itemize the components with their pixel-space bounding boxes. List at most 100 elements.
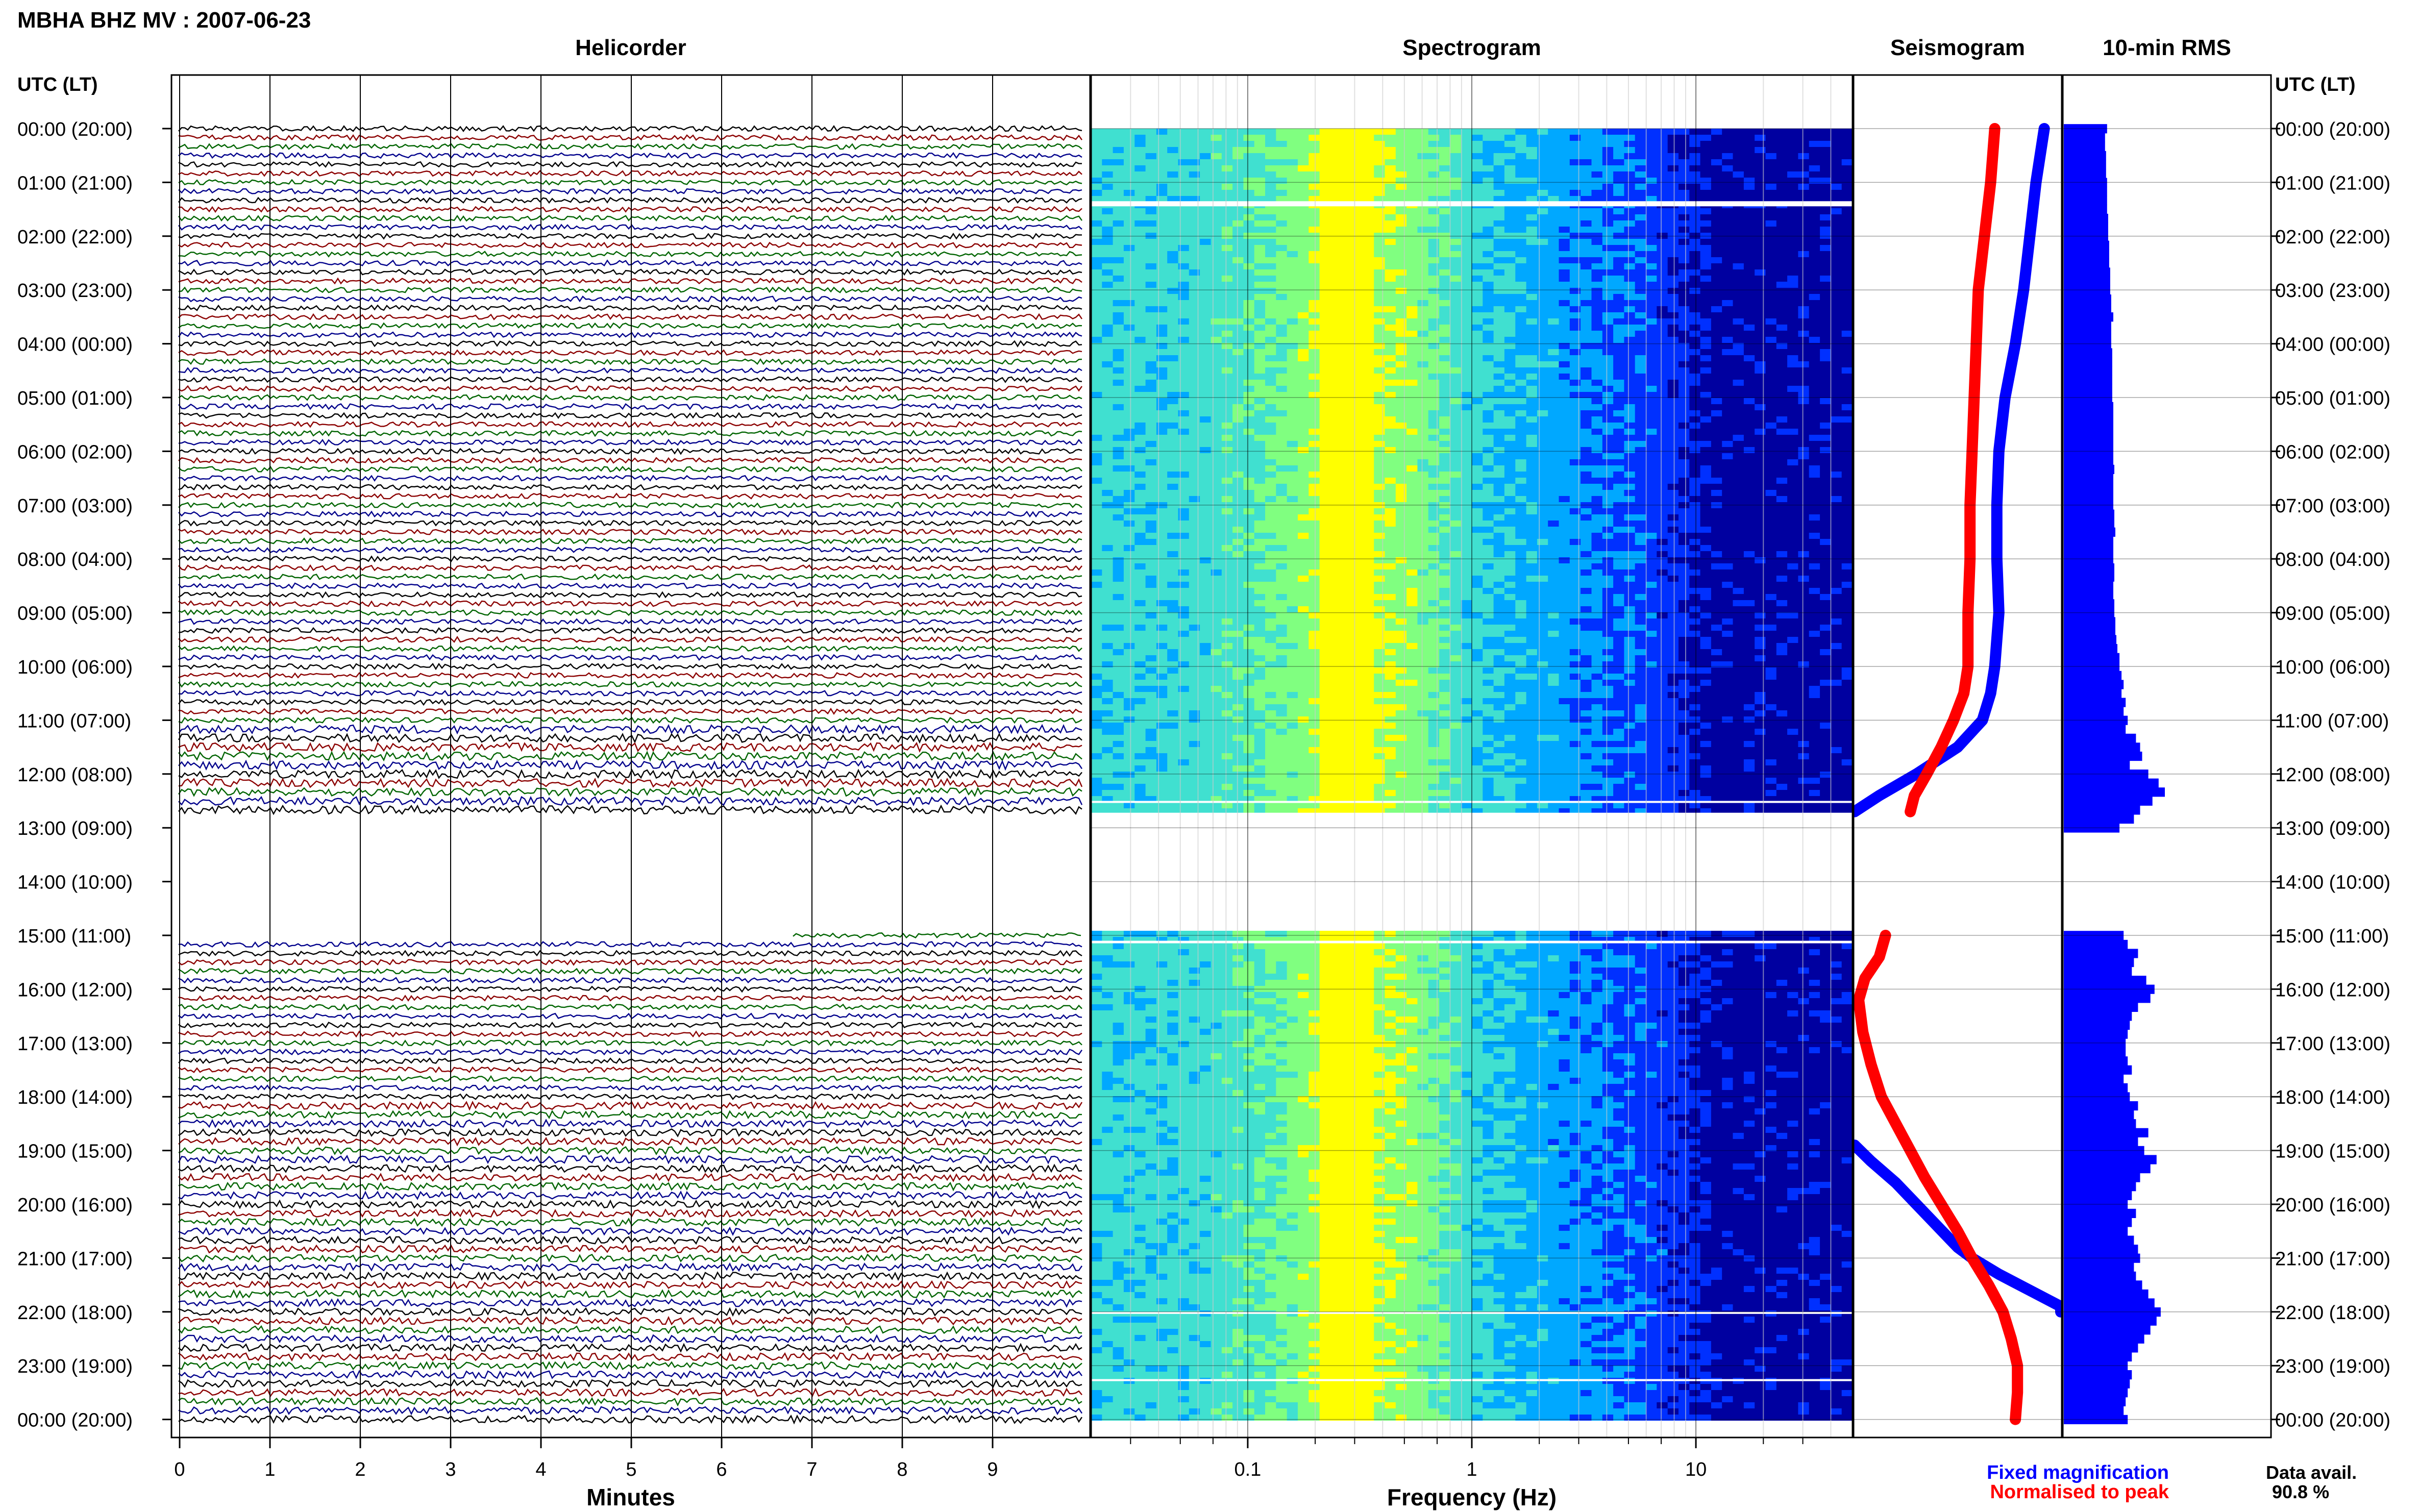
spectrogram-cell — [1200, 361, 1211, 367]
spectrogram-cell — [1733, 551, 1744, 557]
spectrogram-cell — [1526, 447, 1538, 453]
spectrogram-cell — [1646, 171, 1657, 178]
spectrogram-cell — [1385, 288, 1396, 294]
spectrogram-cell — [1243, 453, 1255, 459]
spectrogram-cell — [1798, 141, 1810, 147]
spectrogram-cell — [1221, 478, 1233, 484]
spectrogram-cell — [1450, 276, 1462, 282]
spectrogram-cell — [1667, 380, 1679, 386]
spectrogram-cell — [1309, 349, 1320, 355]
spectrogram-cell — [1309, 171, 1320, 178]
spectrogram-cell — [1091, 527, 1102, 533]
spectrogram-cell — [1646, 520, 1657, 527]
spectrogram-cell — [1309, 165, 1320, 171]
spectrogram-cell — [1657, 325, 1668, 331]
spectrogram-cell — [1385, 539, 1396, 545]
spectrogram-cell — [1646, 214, 1657, 220]
spectrogram-cell — [1243, 263, 1255, 269]
spectrogram-cell — [1743, 300, 1755, 306]
spectrogram-cell — [1145, 465, 1157, 472]
spectrogram-cell — [1341, 300, 1353, 306]
spectrogram-cell — [1504, 227, 1516, 233]
spectrogram-cell — [1134, 318, 1146, 325]
spectrogram-cell — [1581, 141, 1592, 147]
spectrogram-cell — [1363, 527, 1374, 533]
spectrogram-cell — [1831, 220, 1842, 227]
spectrogram-cell — [1624, 459, 1636, 465]
spectrogram-cell — [1232, 288, 1244, 294]
spectrogram-cell — [1679, 245, 1690, 251]
spectrogram-cell — [1711, 527, 1722, 533]
spectrogram-cell — [1635, 404, 1646, 410]
spectrogram-cell — [1559, 178, 1570, 184]
spectrogram-cell — [1624, 557, 1636, 563]
spectrogram-cell — [1319, 374, 1331, 380]
spectrogram-cell — [1330, 355, 1342, 361]
spectrogram-cell — [1385, 184, 1396, 190]
spectrogram-cell — [1091, 325, 1102, 331]
spectrogram-cell — [1123, 404, 1135, 410]
spectrogram-cell — [1406, 282, 1418, 288]
spectrogram-cell — [1395, 355, 1407, 361]
spectrogram-cell — [1232, 392, 1244, 398]
spectrogram-cell — [1689, 527, 1701, 533]
spectrogram-cell — [1363, 447, 1374, 453]
spectrogram-cell — [1123, 392, 1135, 398]
spectrogram-cell — [1831, 508, 1842, 514]
spectrogram-cell — [1613, 196, 1624, 202]
spectrogram-cell — [1711, 325, 1722, 331]
spectrogram-cell — [1211, 312, 1222, 318]
spectrogram-cell — [1733, 343, 1744, 349]
spectrogram-cell — [1765, 269, 1777, 276]
spectrogram-cell — [1406, 380, 1418, 386]
spectrogram-cell — [1265, 171, 1276, 178]
spectrogram-cell — [1265, 465, 1276, 472]
spectrogram-cell — [1733, 484, 1744, 490]
spectrogram-cell — [1548, 208, 1560, 214]
spectrogram-cell — [1287, 306, 1298, 312]
spectrogram-cell — [1689, 318, 1701, 325]
spectrogram-cell — [1722, 398, 1734, 404]
spectrogram-cell — [1189, 343, 1200, 349]
spectrogram-cell — [1667, 214, 1679, 220]
spectrogram-cell — [1776, 269, 1788, 276]
spectrogram-cell — [1493, 196, 1505, 202]
spectrogram-cell — [1211, 178, 1222, 184]
spectrogram-cell — [1287, 318, 1298, 325]
spectrogram-cell — [1265, 410, 1276, 416]
spectrogram-cell — [1765, 318, 1777, 325]
spectrogram-cell — [1113, 514, 1124, 520]
spectrogram-cell — [1700, 459, 1712, 465]
spectrogram-cell — [1711, 423, 1722, 429]
spectrogram-cell — [1831, 214, 1842, 220]
spectrogram-cell — [1254, 398, 1266, 404]
spectrogram-cell — [1102, 459, 1114, 465]
spectrogram-cell — [1450, 490, 1462, 496]
spectrogram-cell — [1798, 165, 1810, 171]
spectrogram-cell — [1287, 490, 1298, 496]
spectrogram-cell — [1123, 300, 1135, 306]
spectrogram-cell — [1657, 361, 1668, 367]
spectrogram-cell — [1395, 465, 1407, 472]
spectrogram-cell — [1733, 171, 1744, 178]
spectrogram-cell — [1515, 447, 1527, 453]
spectrogram-cell — [1374, 349, 1386, 355]
spectrogram-cell — [1167, 147, 1179, 153]
spectrogram-cell — [1820, 435, 1831, 441]
spectrogram-cell — [1276, 227, 1288, 233]
spectrogram-cell — [1156, 392, 1168, 398]
spectrogram-cell — [1776, 374, 1788, 380]
spectrogram-cell — [1167, 263, 1179, 269]
spectrogram-cell — [1493, 545, 1505, 551]
spectrogram-cell — [1167, 367, 1179, 374]
spectrogram-cell — [1548, 392, 1560, 398]
spectrogram-cell — [1743, 551, 1755, 557]
spectrogram-cell — [1450, 129, 1462, 135]
spectrogram-cell — [1624, 190, 1636, 196]
spectrogram-cell — [1134, 484, 1146, 490]
spectrogram-cell — [1809, 190, 1820, 196]
spectrogram-cell — [1374, 447, 1386, 453]
spectrogram-cell — [1363, 159, 1374, 165]
spectrogram-cell — [1221, 398, 1233, 404]
spectrogram-cell — [1743, 508, 1755, 514]
